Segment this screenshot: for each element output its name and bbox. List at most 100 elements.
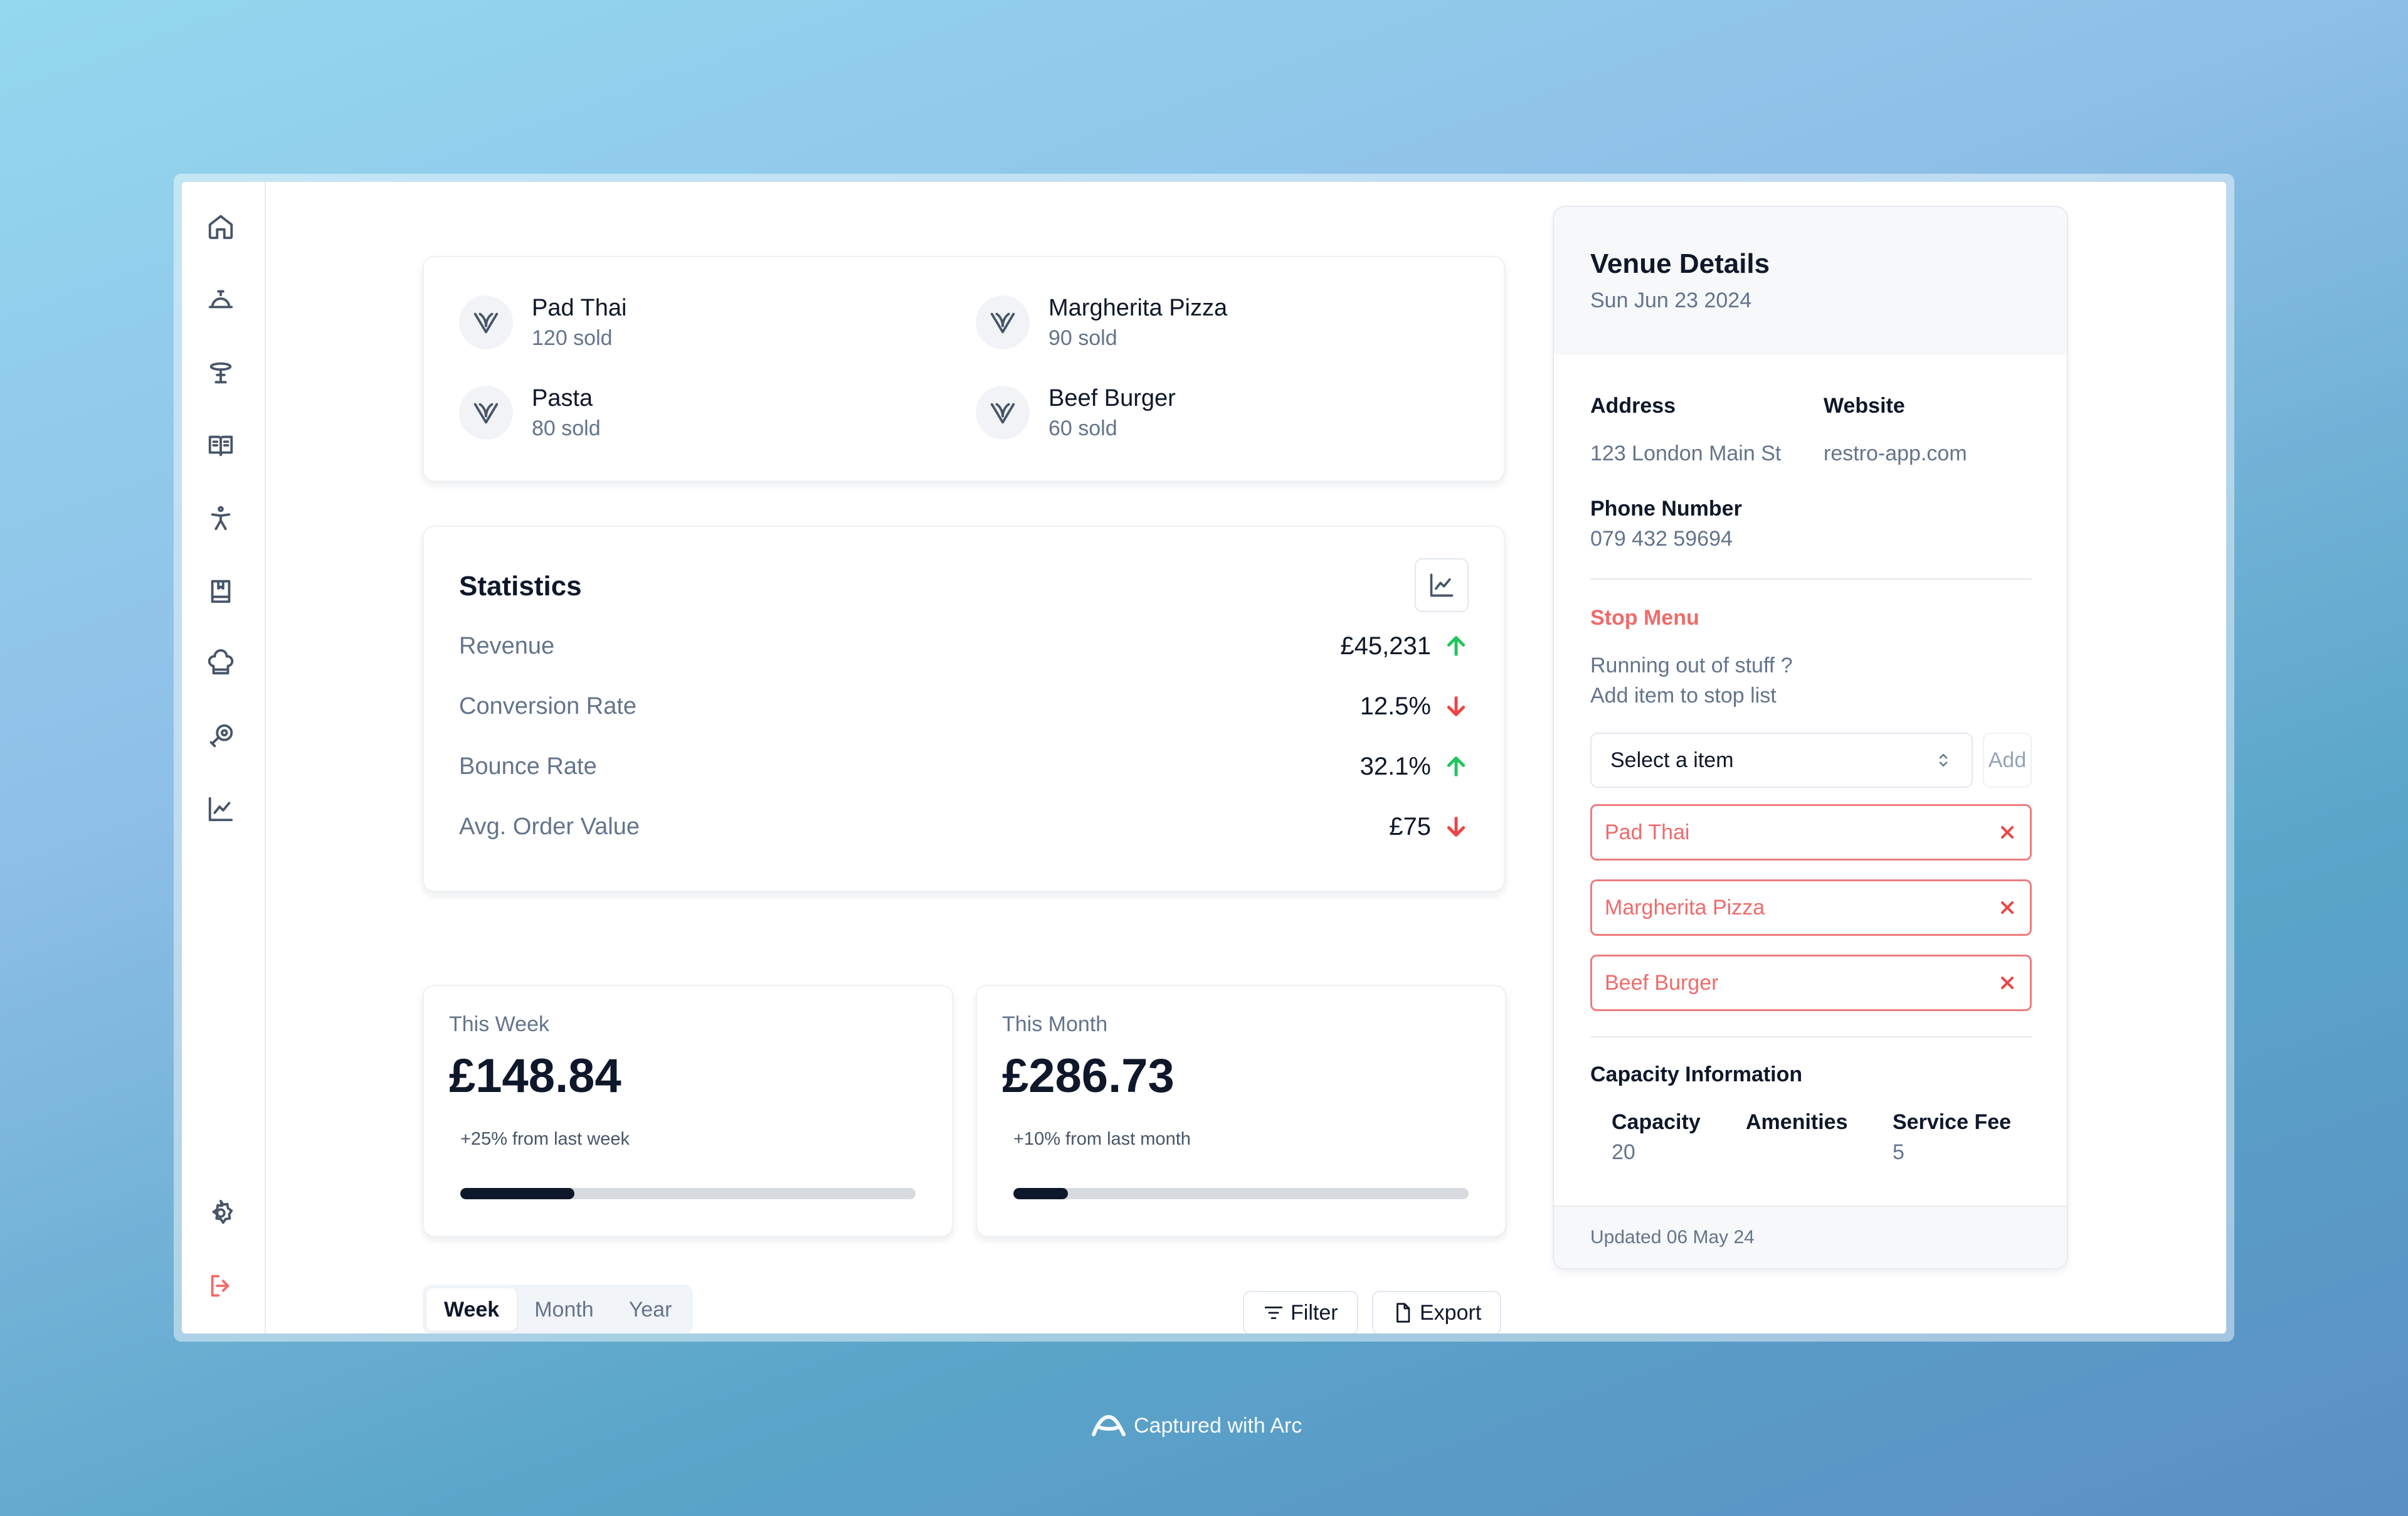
stop-menu-line: Running out of stuff ? (1590, 654, 1793, 677)
progress-bar (460, 1188, 916, 1199)
add-stop-item-button[interactable]: Add (1983, 733, 2032, 788)
export-button[interactable]: Export (1372, 1291, 1502, 1333)
arrow-up-icon (1444, 754, 1469, 779)
app-window: Pad Thai 120 sold Margherita Pizza 90 so… (182, 182, 2226, 1333)
amenities-label: Amenities (1746, 1110, 1848, 1134)
venue-date: Sun Jun 23 2024 (1590, 289, 1752, 312)
menu-book-icon[interactable] (203, 428, 238, 463)
captured-text: Captured with Arc (1134, 1413, 1302, 1438)
statistics-title: Statistics (459, 571, 582, 602)
stat-row-bounce: Bounce Rate 32.1% (459, 748, 1469, 785)
top-item[interactable]: Margherita Pizza 90 sold (976, 292, 1227, 352)
vegan-icon (459, 295, 513, 349)
vegan-icon (459, 386, 513, 440)
stop-list-item: Beef Burger (1590, 955, 2032, 1011)
stop-item-label: Beef Burger (1605, 970, 1719, 995)
vegan-icon (976, 295, 1030, 349)
summary-label: This Week (449, 1012, 549, 1036)
filter-icon (1264, 1307, 1283, 1319)
logout-icon[interactable] (203, 1268, 238, 1303)
top-items-card: Pad Thai 120 sold Margherita Pizza 90 so… (423, 256, 1505, 482)
stat-value: £75 (1389, 812, 1431, 840)
item-sold: 80 sold (532, 416, 601, 440)
chevron-up-down-icon (1939, 754, 1948, 766)
summary-label: This Month (1002, 1012, 1108, 1036)
this-month-card: This Month £286.73 +10% from last month (976, 985, 1506, 1237)
stat-value: 32.1% (1360, 752, 1431, 780)
chart-toggle-button[interactable] (1415, 558, 1469, 612)
progress-fill (460, 1188, 574, 1199)
stop-item-select[interactable]: Select a item (1590, 733, 1973, 788)
tab-year[interactable]: Year (628, 1298, 672, 1322)
stat-label: Revenue (459, 632, 555, 659)
top-item[interactable]: Pasta 80 sold (459, 383, 601, 443)
accessibility-icon[interactable] (203, 501, 238, 536)
phone-label: Phone Number (1590, 497, 1742, 521)
service-bell-icon[interactable] (203, 282, 238, 317)
item-name: Pad Thai (532, 295, 627, 321)
stop-menu-line: Add item to stop list (1590, 684, 1777, 708)
table-icon[interactable] (203, 355, 238, 390)
item-sold: 60 sold (1048, 416, 1117, 440)
arrow-down-icon (1444, 814, 1469, 839)
website-label: Website (1824, 394, 1905, 418)
this-week-card: This Week £148.84 +25% from last week (423, 985, 953, 1237)
filter-label: Filter (1291, 1300, 1338, 1325)
updated-text: Updated 06 May 24 (1590, 1227, 1755, 1248)
stat-row-conversion: Conversion Rate 12.5% (459, 687, 1469, 725)
meat-icon[interactable] (203, 719, 238, 754)
arrow-down-icon (1444, 694, 1469, 719)
summary-change: +25% from last week (460, 1129, 630, 1149)
item-name: Beef Burger (1048, 385, 1176, 411)
address-value: 123 London Main St (1590, 442, 1782, 465)
close-icon[interactable] (1997, 973, 2017, 993)
item-name: Margherita Pizza (1048, 295, 1228, 321)
stat-value: £45,231 (1340, 632, 1431, 660)
stat-label: Avg. Order Value (459, 813, 640, 840)
stop-list-item: Margherita Pizza (1590, 879, 2032, 936)
home-icon[interactable] (203, 209, 238, 245)
settings-icon[interactable] (203, 1195, 238, 1231)
stop-item-label: Pad Thai (1605, 820, 1690, 844)
item-sold: 90 sold (1048, 326, 1117, 350)
capacity-label: Capacity (1612, 1110, 1701, 1134)
address-label: Address (1590, 394, 1676, 418)
close-icon[interactable] (1997, 898, 2017, 918)
tab-week[interactable]: Week (426, 1288, 517, 1331)
divider (1590, 1036, 2032, 1037)
chart-icon[interactable] (203, 792, 238, 827)
venue-details-panel: Venue Details Sun Jun 23 2024 Address We… (1553, 206, 2068, 1270)
item-sold: 120 sold (532, 326, 613, 350)
period-tabs: Week Month Year (423, 1285, 694, 1333)
stat-value: 12.5% (1360, 692, 1431, 720)
chef-hat-icon[interactable] (203, 646, 238, 681)
capacity-value: 20 (1612, 1140, 1635, 1164)
stop-item-label: Margherita Pizza (1605, 895, 1765, 920)
stat-label: Bounce Rate (459, 753, 597, 780)
tab-month[interactable]: Month (534, 1298, 594, 1322)
top-item[interactable]: Pad Thai 120 sold (459, 292, 626, 352)
phone-value: 079 432 59694 (1590, 527, 1733, 551)
file-icon (1397, 1303, 1410, 1323)
vegan-icon (976, 386, 1030, 440)
capacity-title: Capacity Information (1590, 1063, 1803, 1086)
summary-change: +10% from last month (1013, 1129, 1191, 1149)
service-fee-label: Service Fee (1893, 1110, 2012, 1134)
stat-row-revenue: Revenue £45,231 (459, 627, 1469, 665)
close-icon[interactable] (1997, 822, 2017, 842)
sidebar (182, 182, 266, 1333)
summary-amount: £148.84 (449, 1049, 621, 1103)
stat-label: Conversion Rate (459, 692, 637, 719)
export-label: Export (1420, 1300, 1482, 1325)
top-item[interactable]: Beef Burger 60 sold (976, 383, 1176, 443)
venue-title: Venue Details (1590, 248, 1770, 279)
website-value[interactable]: restro-app.com (1824, 442, 1967, 465)
filter-button[interactable]: Filter (1243, 1291, 1358, 1333)
stat-row-aov: Avg. Order Value £75 (459, 808, 1469, 845)
bookmark-book-icon[interactable] (203, 573, 238, 608)
arc-logo-icon (1092, 1415, 1126, 1436)
summary-amount: £286.73 (1002, 1049, 1175, 1103)
divider (1590, 578, 2032, 580)
select-value: Select a item (1610, 748, 1734, 772)
line-chart-icon (1430, 573, 1454, 597)
